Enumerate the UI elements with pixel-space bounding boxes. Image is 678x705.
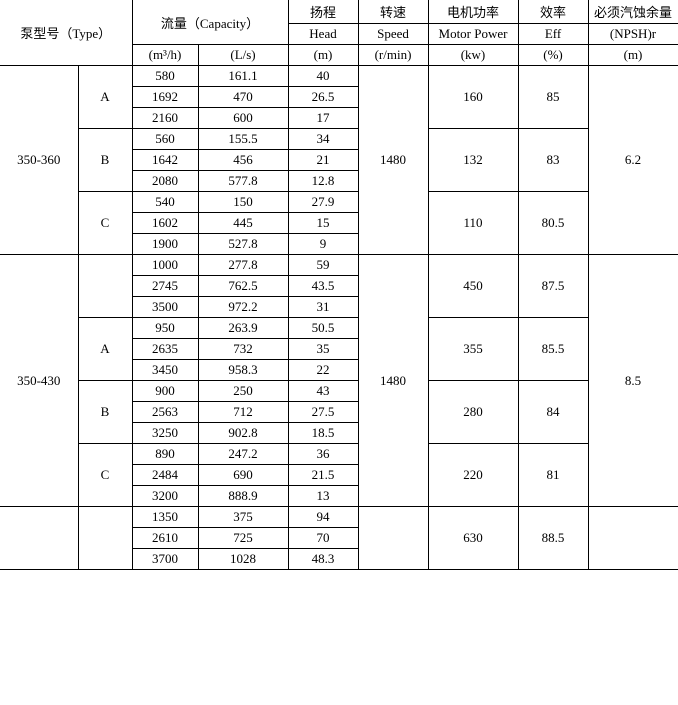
hdr-capacity: 流量（Capacity） [132, 0, 288, 45]
power-cell: 132 [428, 129, 518, 192]
variant-cell [78, 507, 132, 570]
hdr-eff-cn: 效率 [518, 0, 588, 24]
cell-ls: 161.1 [198, 66, 288, 87]
type-cell: 350-430 [0, 255, 78, 507]
table-row: C 890247.236 220 81 [0, 444, 678, 465]
eff-cell: 80.5 [518, 192, 588, 255]
hdr-motor-cn: 电机功率 [428, 0, 518, 24]
variant-cell: C [78, 444, 132, 507]
speed-cell [358, 507, 428, 570]
type-cell [0, 507, 78, 570]
eff-cell: 81 [518, 444, 588, 507]
unit-m: (m) [288, 45, 358, 66]
npsh-cell: 6.2 [588, 66, 678, 255]
cell-head: 40 [288, 66, 358, 87]
npsh-cell [588, 507, 678, 570]
unit-m3h: (m³/h) [132, 45, 198, 66]
eff-cell: 87.5 [518, 255, 588, 318]
unit-m2: (m) [588, 45, 678, 66]
unit-pct: (%) [518, 45, 588, 66]
table-row: 350-360 A 580 161.1 40 1480 160 85 6.2 [0, 66, 678, 87]
hdr-speed-cn: 转速 [358, 0, 428, 24]
table-row: B 90025043 280 84 [0, 381, 678, 402]
hdr-eff-en: Eff [518, 24, 588, 45]
eff-cell: 88.5 [518, 507, 588, 570]
table-row: B 560155.534 132 83 [0, 129, 678, 150]
power-cell: 110 [428, 192, 518, 255]
eff-cell: 85 [518, 66, 588, 129]
speed-cell: 1480 [358, 66, 428, 255]
hdr-type: 泵型号（Type） [0, 0, 132, 66]
hdr-motor-en: Motor Power [428, 24, 518, 45]
unit-rmin: (r/min) [358, 45, 428, 66]
hdr-head-en: Head [288, 24, 358, 45]
npsh-cell: 8.5 [588, 255, 678, 507]
power-cell: 355 [428, 318, 518, 381]
unit-kw: (kw) [428, 45, 518, 66]
cell-m3h: 580 [132, 66, 198, 87]
table-row: C 54015027.9 110 80.5 [0, 192, 678, 213]
power-cell: 280 [428, 381, 518, 444]
hdr-head-cn: 扬程 [288, 0, 358, 24]
power-cell: 630 [428, 507, 518, 570]
table-row: 135037594 630 88.5 [0, 507, 678, 528]
power-cell: 160 [428, 66, 518, 129]
eff-cell: 84 [518, 381, 588, 444]
power-cell: 450 [428, 255, 518, 318]
table-row: A 950263.950.5 355 85.5 [0, 318, 678, 339]
eff-cell: 85.5 [518, 318, 588, 381]
hdr-npsh-en: (NPSH)r [588, 24, 678, 45]
pump-spec-table: 泵型号（Type） 流量（Capacity） 扬程 转速 电机功率 效率 必须汽… [0, 0, 678, 570]
variant-cell: C [78, 192, 132, 255]
speed-cell: 1480 [358, 255, 428, 507]
variant-cell: B [78, 381, 132, 444]
eff-cell: 83 [518, 129, 588, 192]
hdr-npsh-cn: 必须汽蚀余量 [588, 0, 678, 24]
variant-cell: A [78, 318, 132, 381]
variant-cell [78, 255, 132, 318]
variant-cell: B [78, 129, 132, 192]
power-cell: 220 [428, 444, 518, 507]
unit-ls: (L/s) [198, 45, 288, 66]
variant-cell: A [78, 66, 132, 129]
type-cell: 350-360 [0, 66, 78, 255]
hdr-speed-en: Speed [358, 24, 428, 45]
table-row: 350-430 1000277.859 1480 450 87.5 8.5 [0, 255, 678, 276]
